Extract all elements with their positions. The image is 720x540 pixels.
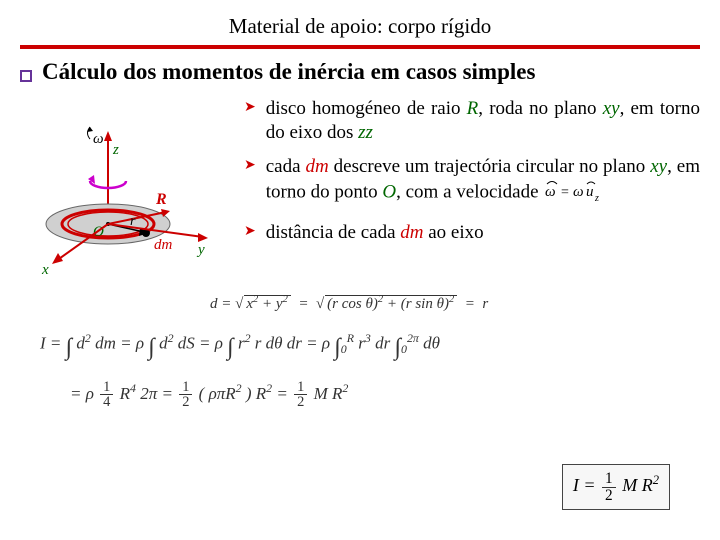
svg-text:z: z (112, 142, 119, 158)
svg-text:ω: ω (573, 184, 584, 200)
list-item: ➤ cada dm descreve um trajectória circul… (244, 155, 700, 212)
var-zz: zz (358, 122, 373, 143)
bullet-text-1: disco homogéneo de raio R, roda no plano… (266, 97, 700, 145)
text: , com a velocidade (396, 182, 543, 203)
chevron-right-icon: ➤ (244, 221, 256, 245)
var-R: R (467, 98, 479, 119)
formula-integral-2: = ρ 14 R4 2π = 12 ( ρπR2 ) R2 = 12 M R2 (70, 380, 680, 410)
svg-text:u: u (586, 184, 594, 200)
svg-text:z: z (594, 193, 599, 204)
bullet-text-3: distância de cada dm ao eixo (266, 221, 484, 245)
var-dm: dm (400, 222, 423, 243)
text: disco homogéneo de raio (266, 98, 467, 119)
var-xy: xy (603, 98, 620, 119)
page-title: Material de apoio: corpo rígido (0, 14, 720, 39)
var-xy: xy (650, 156, 667, 177)
svg-text:=: = (561, 185, 569, 200)
text: cada (266, 156, 306, 177)
var-O: O (382, 182, 396, 203)
svg-text:R: R (155, 191, 167, 208)
diagram-column: ω z R r O dm (38, 97, 238, 284)
svg-text:x: x (41, 262, 49, 278)
square-bullet-icon (20, 70, 32, 82)
text: ao eixo (423, 222, 483, 243)
var-dm: dm (305, 156, 328, 177)
bullet-text-2: cada dm descreve um trajectória circular… (266, 155, 700, 212)
svg-text:ω: ω (545, 184, 556, 200)
svg-text:ω: ω (93, 131, 104, 147)
boxed-result: I = 12 M R2 (562, 464, 670, 510)
chevron-right-icon: ➤ (244, 155, 256, 212)
slide-header: Material de apoio: corpo rígido (0, 0, 720, 39)
section-title: Cálculo dos momentos de inércia em casos… (42, 59, 535, 85)
text: descreve um trajectória circular no plan… (329, 156, 651, 177)
disk-diagram: ω z R r O dm (38, 119, 228, 279)
chevron-right-icon: ➤ (244, 97, 256, 145)
header-rule (20, 45, 700, 49)
bullet-list: ➤ disco homogéneo de raio R, roda no pla… (238, 97, 700, 284)
svg-text:O: O (93, 224, 104, 240)
content-area: ω z R r O dm (38, 97, 700, 284)
text: distância de cada (266, 222, 401, 243)
text: , roda no plano (478, 98, 602, 119)
list-item: ➤ distância de cada dm ao eixo (244, 221, 700, 245)
svg-text:y: y (196, 242, 205, 258)
formula-distance: d = x2 + y2 = (r cos θ)2 + (r sin θ)2 = … (210, 294, 720, 313)
svg-text:dm: dm (154, 237, 173, 253)
formula-integral-1: I = ∫ d2 dm = ρ ∫ d2 dS = ρ ∫ r2 r dθ dr… (40, 331, 680, 362)
inline-eq-omega: ω = ω u z (543, 178, 611, 211)
section-row: Cálculo dos momentos de inércia em casos… (20, 59, 700, 85)
list-item: ➤ disco homogéneo de raio R, roda no pla… (244, 97, 700, 145)
